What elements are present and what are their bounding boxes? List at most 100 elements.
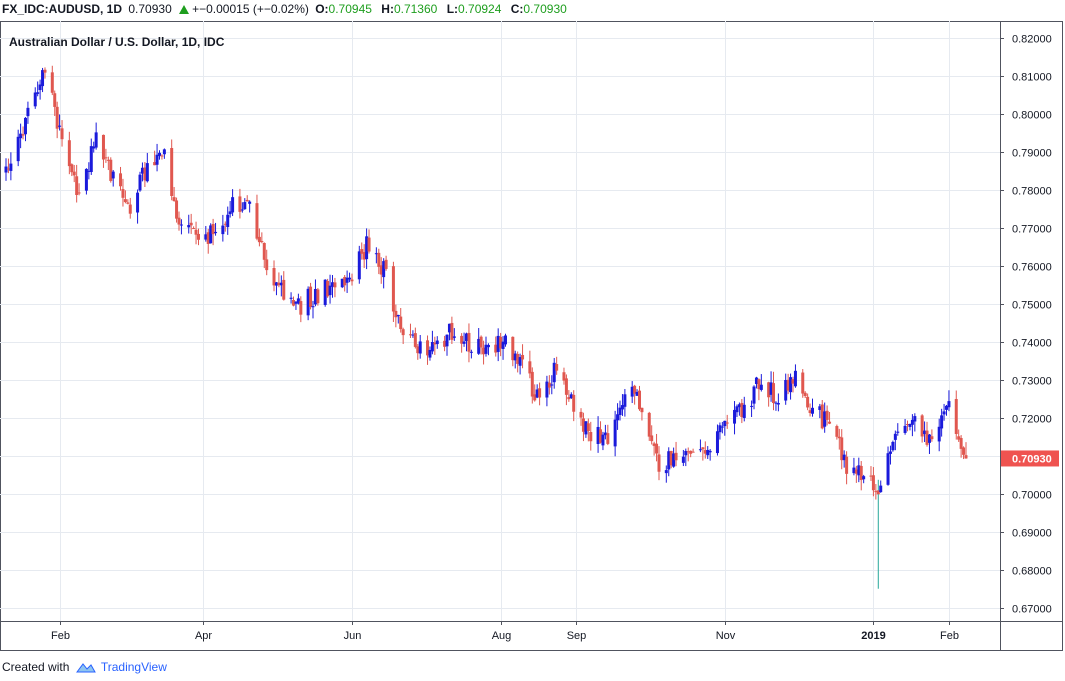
candle xyxy=(910,414,914,437)
candle xyxy=(138,171,142,192)
candle xyxy=(104,148,108,163)
candle xyxy=(888,445,892,465)
candle-body xyxy=(413,333,417,347)
candle xyxy=(101,134,105,168)
candle xyxy=(499,332,503,357)
candle xyxy=(818,403,822,419)
candle xyxy=(209,223,213,244)
candle xyxy=(38,79,42,100)
candle xyxy=(503,333,507,347)
candle-body xyxy=(828,421,832,424)
candle xyxy=(223,221,227,232)
candle-body xyxy=(596,426,600,444)
candle xyxy=(162,148,166,159)
candle-body xyxy=(638,390,642,410)
candle-body xyxy=(238,196,242,212)
candle xyxy=(60,120,64,147)
candle xyxy=(433,336,437,355)
symbol-header: FX_IDC:AUDUSD, 1D 0.70930 +−0.00015 (+−0… xyxy=(2,2,573,20)
candle xyxy=(399,308,403,333)
candle xyxy=(119,166,123,191)
candle xyxy=(89,138,93,175)
candle-body xyxy=(450,322,454,340)
candle xyxy=(248,200,252,213)
symbol-name[interactable]: FX_IDC:AUDUSD, 1D xyxy=(2,2,123,16)
candle-body xyxy=(72,171,76,176)
candle-body xyxy=(231,197,235,213)
candle-body xyxy=(479,336,483,348)
candle xyxy=(803,391,807,399)
candle xyxy=(530,367,534,404)
candle-body xyxy=(123,199,127,203)
candle-body xyxy=(177,217,181,225)
candle-body xyxy=(465,333,469,342)
candle xyxy=(160,154,164,160)
candle xyxy=(638,385,642,411)
close-label: C: xyxy=(510,2,524,16)
candle-body xyxy=(109,159,113,181)
y-tick-label: 0.78000 xyxy=(1012,186,1052,198)
candle xyxy=(603,424,607,440)
candle xyxy=(21,126,25,140)
x-tick-label: 2019 xyxy=(861,630,885,642)
candle xyxy=(316,288,320,306)
candle-body xyxy=(84,168,88,191)
candle-body xyxy=(248,201,252,204)
candle xyxy=(828,411,832,425)
candle-body xyxy=(706,449,710,456)
candle-body xyxy=(962,447,966,455)
candle-body xyxy=(360,249,364,254)
candle xyxy=(411,330,415,338)
candle xyxy=(650,425,654,445)
candle-body xyxy=(733,409,737,424)
candle xyxy=(394,304,398,328)
candle xyxy=(274,281,278,296)
candle xyxy=(447,323,451,341)
candle-body xyxy=(245,199,249,202)
candle xyxy=(701,447,705,461)
candle-body xyxy=(684,450,688,456)
candle-body xyxy=(691,451,695,453)
candle xyxy=(140,162,144,182)
candle xyxy=(496,328,500,362)
candle-body xyxy=(793,370,797,387)
candle xyxy=(640,407,644,421)
candle xyxy=(789,373,793,400)
candle-body xyxy=(313,288,317,305)
candle xyxy=(859,461,863,491)
y-tick-label: 0.70000 xyxy=(1012,490,1052,502)
candle xyxy=(586,418,590,442)
candle xyxy=(806,393,810,411)
chart-area[interactable]: 0.82000 0.81000 0.80000 0.79000 0.78000 0.770… xyxy=(0,21,1063,651)
y-tick-label: 0.76000 xyxy=(1012,262,1052,274)
candle xyxy=(947,390,951,412)
open-label: O: xyxy=(315,2,329,16)
candle xyxy=(257,228,261,247)
candle xyxy=(435,336,439,349)
candle-body xyxy=(555,364,559,371)
candle-body xyxy=(535,389,539,398)
candle xyxy=(41,67,45,93)
candle xyxy=(664,465,668,483)
created-with-label: Created with xyxy=(2,660,70,674)
candle-body xyxy=(92,146,96,149)
y-tick-label: 0.81000 xyxy=(1012,72,1052,84)
candle-body xyxy=(374,253,378,255)
price-tag-bg xyxy=(1001,450,1059,467)
high-label: H: xyxy=(381,2,394,16)
candle-body xyxy=(876,490,880,495)
candle-body xyxy=(362,252,366,260)
candle-body xyxy=(930,436,934,440)
candlestick-chart[interactable]: 0.82000 0.81000 0.80000 0.79000 0.78000 0.770… xyxy=(0,21,1063,651)
candle xyxy=(896,423,900,436)
candle xyxy=(109,157,113,183)
candle xyxy=(903,418,907,435)
candle-body xyxy=(957,436,961,440)
tradingview-link[interactable]: TradingView xyxy=(100,660,167,674)
candle xyxy=(635,389,639,396)
candle-body xyxy=(718,425,722,433)
candle xyxy=(613,410,617,457)
candle xyxy=(940,408,944,437)
candle xyxy=(667,447,671,477)
candle xyxy=(333,277,337,298)
